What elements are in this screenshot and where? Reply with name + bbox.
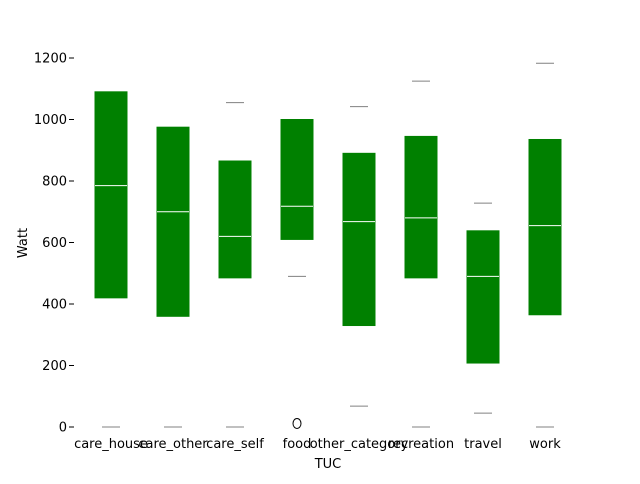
box-iqr [280,119,314,240]
box-iqr [466,230,500,364]
boxes-layer [94,62,562,429]
x-axis-label: TUC [314,457,342,472]
y-tick-label: 200 [42,359,67,374]
box-group-work [528,62,562,428]
y-axis: 0 200 400 600 800 1000 1200 [34,52,74,436]
y-tick-label: 1200 [34,52,67,67]
x-tick-label: food [283,437,312,452]
x-tick-label: care_self [206,437,264,452]
y-tick-label: 1000 [34,113,67,128]
y-tick-label: 0 [59,421,67,436]
y-tick-label: 800 [42,175,67,190]
x-tick-label: care_house [74,437,148,452]
box-group-care_self [218,102,252,428]
box-iqr [94,91,128,299]
outlier-point [292,417,302,429]
x-tick-label: work [529,437,561,452]
x-tick-label: other_category [310,437,409,452]
x-tick-label: recreation [388,437,454,452]
box-group-care_house [94,91,128,428]
box-group-food [280,119,314,429]
x-tick-label: care_other [138,437,208,452]
box-group-recreation [404,80,438,428]
box-group-other_category [342,106,376,407]
x-tick-label: travel [464,437,502,452]
y-tick-label: 600 [42,236,67,251]
box-group-care_other [156,126,190,428]
box-iqr [218,160,252,279]
box-iqr [404,135,438,279]
box-iqr [528,138,562,316]
box-iqr [342,152,376,327]
y-tick-label: 400 [42,298,67,313]
box-group-travel [466,202,500,414]
box-iqr [156,126,190,317]
y-axis-label: Watt [16,228,31,258]
